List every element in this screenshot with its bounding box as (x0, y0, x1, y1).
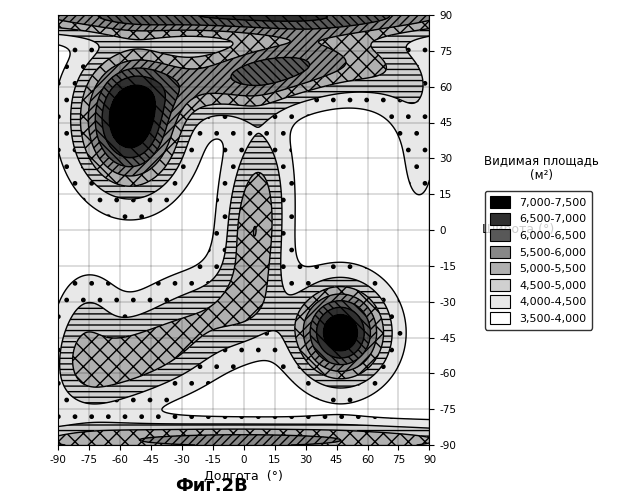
Legend: 7,000-7,500, 6,500-7,000, 6,000-6,500, 5,500-6,000, 5,000-5,500, 4,500-5,000, 4,: 7,000-7,500, 6,500-7,000, 6,000-6,500, 5… (485, 190, 592, 330)
X-axis label: Долгота  (°): Долгота (°) (204, 470, 283, 484)
Text: Широта (°): Широта (°) (482, 224, 554, 236)
Point (238, 226, 249, 234)
Text: Видимая площадь: Видимая площадь (484, 154, 599, 168)
Point (238, 226, 249, 234)
Point (238, 226, 249, 234)
Point (238, 226, 249, 234)
Point (238, 226, 249, 234)
Point (238, 226, 249, 234)
Point (238, 226, 249, 234)
Text: (м²): (м²) (530, 170, 553, 182)
Text: Фиг.2В: Фиг.2В (175, 477, 248, 495)
Point (238, 226, 249, 234)
